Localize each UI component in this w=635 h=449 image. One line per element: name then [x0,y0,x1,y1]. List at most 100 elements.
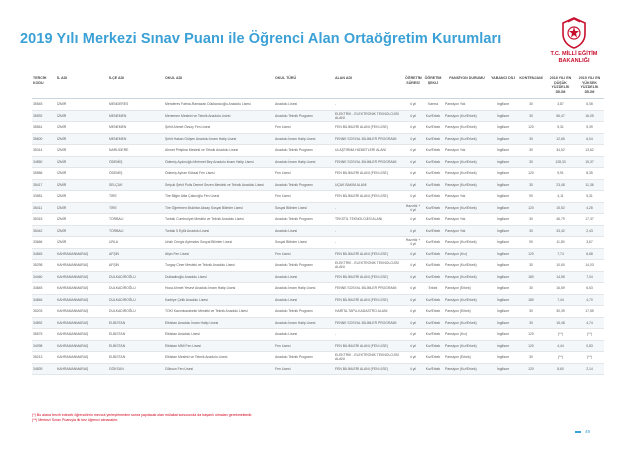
table-cell: İngilizce [490,351,516,364]
table-cell: 4 yıl [404,225,422,237]
table-cell: 13,62 [575,144,604,157]
table-cell: İngilizce [490,282,516,295]
logo-line-1: T.C. MİLLİ EĞİTİM [550,51,598,57]
table-cell: İZMİR [56,225,108,237]
table-cell: 11,80 [546,236,575,249]
table-cell: İZMİR [56,144,108,157]
table-cell: 6,68 [575,248,604,260]
table-cell: İngilizce [490,167,516,180]
table-cell: SELÇUK [108,179,164,191]
table-cell: Turgay Ciner Mesleki ve Teknik Anadolu L… [164,259,274,272]
table-cell: 120 [516,340,546,352]
table-cell: İngilizce [490,305,516,318]
table-cell: KAHRAMANMARAŞ [56,305,108,318]
table-cell: 23,48 [546,179,575,191]
table-row: 33666 İZMİR URLA Urlalı Cengiz Aytmatov Sos… [32,236,604,249]
table-cell: 11,36 [575,179,604,191]
table-cell: 35298 [32,259,56,272]
table-cell: 90 [516,190,546,203]
table-cell: Selçuk Şehit Polis Demet Sezen Mesleki v… [164,179,274,191]
table-cell: 4,28 [575,202,604,214]
table-cell: 4,74 [575,317,604,329]
table-cell: 4 yıl [404,156,422,168]
table-cell: 2,14 [575,363,604,375]
table-cell: 30 [516,156,546,168]
table-cell: Sosyal Bilimler Lisesi [274,236,334,249]
table-cell: TORBALI [108,225,164,237]
table-cell: TİRE [108,202,164,214]
page-number: 49 [585,429,591,434]
table-cell: 34,52 [546,144,575,157]
table-cell: (**) [546,351,575,364]
table-cell: Kız/Erkek [422,190,444,203]
table-cell: Şehit Hakan Gülşen Anadolu İmam Hatip Li… [164,133,274,145]
table-cell: Karma [422,98,444,111]
table-cell: Kız/Erkek [422,213,444,226]
table-cell: 10,60 [546,259,575,272]
table-cell: MENDERES [108,98,164,111]
table-cell: KAHRAMANMARAŞ [56,271,108,283]
table-cell: 16,69 [546,282,575,295]
table-cell: 2,43 [575,225,604,237]
table-row: 35442 İZMİR TORBALI Torbalı 5 Eylül Anadolu… [32,225,604,237]
table-cell: 30 [516,213,546,226]
table-cell: 56,47 [546,110,575,122]
table-cell: Kız/Erkek [422,305,444,318]
table-row: 35561 İZMİR MENEMEN Şehit Ahmet Özsoy Fen L… [32,121,604,134]
table-cell: Elbistan Anadolu İmam Hatip Lisesi [164,317,274,329]
column-header: ÖĞRETİM ŞEKLİ [422,74,444,99]
table-cell: 120 [516,328,546,341]
table-cell: (**) [575,351,604,364]
table-cell: İZMİR [56,133,108,145]
table-cell: Anadolu İmam Hatip Lisesi [274,133,334,145]
table-cell: Elbistan Mesleki ve Teknik Anadolu Lises… [164,351,274,364]
table-cell: Kız/Erkek [422,340,444,352]
table-cell: Elbistan Anadolu Lisesi [164,328,274,341]
table-cell: FENNE SOSYAL BİLİMLER PROGRAMI [334,133,404,145]
table-cell: MENEMEN [108,121,164,134]
table-cell: Fen Lisesi [274,121,334,134]
table-cell: 35203 [32,305,56,318]
page-title: 2019 Yılı Merkezi Sınav Puanı ile Öğrenc… [20,31,502,47]
table-cell: KAHRAMANMARAŞ [56,340,108,352]
table-cell: Pansiyon (Kız/Erkek) [444,340,490,352]
table-cell: 120 [516,363,546,375]
table-cell: ELBİSTAN [108,340,164,352]
table-cell: İZMİR [56,190,108,203]
table-cell: 34098 [32,340,56,352]
table-cell: İngilizce [490,317,516,329]
table-cell: Anadolu İmam Hatip Lisesi [274,317,334,329]
column-header: 2018 YILI EN DÜŞÜK YÜZDELİK DİLİM [546,74,575,99]
table-cell: 34846 [32,294,56,306]
table-cell: Ödemiş Aydınoğlu Mehmet Bey Anadolu İmam… [164,156,274,168]
table-cell: Pansiyon (Kız/Erkek) [444,167,490,180]
table-cell: Kız/Erkek [422,225,444,237]
table-cell: 35315 [32,213,56,226]
table-row: 33581 İZMİR TİRE Tire Bilgin Atila Çakıroğl… [32,190,604,203]
table-cell: 5,39 [575,121,604,134]
table-cell: Kız/Erkek [422,121,444,134]
table-cell: Anadolu Teknik Programı [274,144,334,157]
table-cell: 30 [516,305,546,318]
table-cell: KAHRAMANMARAŞ [56,363,108,375]
table-cell: İZMİR [56,202,108,214]
table-cell: 4 yıl [404,98,422,111]
table-cell: NARLIDERE [108,144,164,157]
table-cell: 35592 [32,110,56,122]
table-cell: 30 [516,351,546,364]
table-cell: KAHRAMANMARAŞ [56,282,108,295]
page-number-marker [575,431,581,433]
table-cell: TOKİ Kazımkarabekir Mesleki ve Teknik An… [164,305,274,318]
table-cell: Kız/Erkek [422,294,444,306]
table-cell: Menderes Fatma-Ramazan Dükkancıoğlu Anad… [164,98,274,111]
table-cell: Pansiyon (Kız/Erkek) [444,317,490,329]
table-cell: HARİTA-TAPU-KADASTRO ALANI [334,305,404,318]
table-cell: 34892 [32,317,56,329]
table-cell: ÖDEMİŞ [108,167,164,180]
ministry-logo: T.C. MİLLİ EĞİTİM BAKANLIĞI [545,16,603,78]
table-cell: 4 yıl [404,317,422,329]
table-cell: Pansiyon (Kız/Erkek) [444,271,490,283]
table-cell: 4 yıl [404,351,422,364]
table-cell: KAHRAMANMARAŞ [56,328,108,341]
table-cell: İngilizce [490,363,516,375]
